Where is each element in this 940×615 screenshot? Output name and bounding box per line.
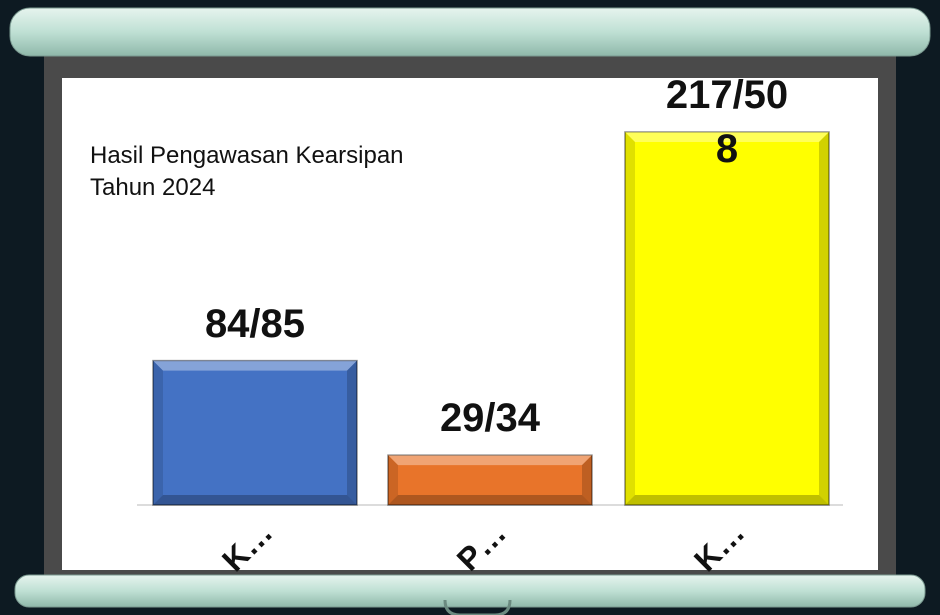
bar-bevel (388, 495, 592, 505)
top-roller (10, 8, 930, 56)
bar-bevel (153, 495, 357, 505)
bar-bevel (153, 361, 357, 371)
value-label: 84/85 (185, 297, 325, 351)
bar-bevel (388, 455, 592, 465)
bar-bevel (153, 361, 163, 505)
chart-title: Hasil Pengawasan Kearsipan Tahun 2024 (90, 140, 440, 204)
bottom-roller (15, 575, 925, 607)
value-label: 29/34 (420, 391, 560, 445)
bar-bevel (625, 132, 635, 505)
bar-bevel (347, 361, 357, 505)
bar-bevel (819, 132, 829, 505)
chart (0, 0, 940, 615)
screen: Hasil Pengawasan Kearsipan Tahun 2024 84… (0, 0, 940, 615)
bar-bevel (625, 495, 829, 505)
bar (153, 361, 357, 505)
bar (625, 132, 829, 505)
value-label: 217/508 (657, 68, 797, 176)
